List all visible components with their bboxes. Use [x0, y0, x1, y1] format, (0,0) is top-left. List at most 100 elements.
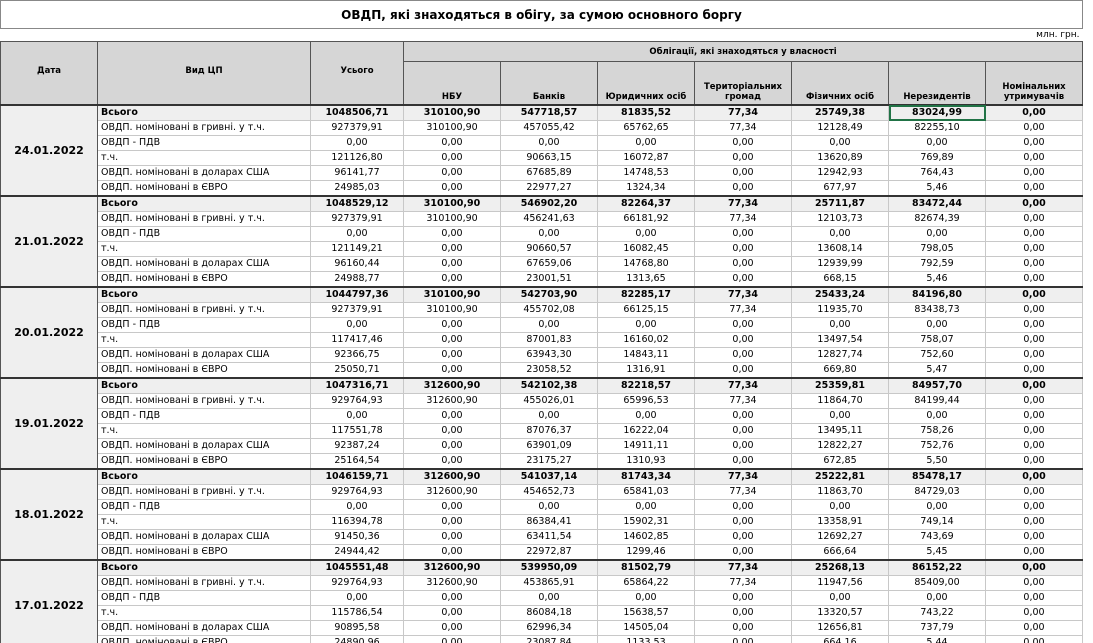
value-cell: 539950,09: [500, 559, 598, 576]
value-cell: 82674,39: [888, 211, 986, 227]
value-cell: 85409,00: [888, 575, 986, 591]
data-row: ОВДП - ПДВ 0,00 0,00 0,00 0,00 0,00 0,00 0,00 0,…: [1, 135, 1084, 151]
date-cell: 17.01.2022: [0, 559, 98, 643]
value-cell: 0,00: [694, 605, 792, 621]
type-cell: ОВДП. номіновані в ЄВРО: [97, 453, 311, 470]
value-cell: 758,26: [888, 423, 986, 439]
value-cell: 11935,70: [791, 302, 889, 318]
value-cell: 792,59: [888, 256, 986, 272]
value-cell: 0,00: [694, 135, 792, 151]
value-cell: 1044797,36: [310, 286, 404, 303]
value-cell: 0,00: [403, 544, 501, 561]
value-cell: 0,00: [984, 120, 1084, 136]
type-cell: ОВДП. номіновані в доларах США: [97, 529, 311, 545]
date-cell: 18.01.2022: [0, 468, 98, 561]
value-cell: 0,00: [791, 226, 889, 242]
type-cell: т.ч.: [97, 150, 311, 166]
value-cell: 90663,15: [500, 150, 598, 166]
value-cell: 666,64: [791, 544, 889, 561]
value-cell: 86084,18: [500, 605, 598, 621]
value-cell: 455026,01: [500, 393, 598, 409]
value-cell: 312600,90: [403, 484, 501, 500]
value-cell: 15902,31: [597, 514, 695, 530]
value-cell: 14843,11: [597, 347, 695, 363]
value-cell: 77,34: [694, 104, 792, 121]
value-cell: 82285,17: [597, 286, 695, 303]
data-row: 18.01.2022 Всього 1046159,71 312600,90 54103…: [0, 468, 1084, 561]
value-cell: 0,00: [694, 256, 792, 272]
value-cell: 664,16: [791, 635, 889, 643]
value-cell: 12103,73: [791, 211, 889, 227]
value-cell: 1313,65: [597, 271, 695, 288]
value-cell: 0,00: [791, 408, 889, 424]
value-cell: 5,45: [888, 544, 986, 561]
value-cell: 25050,71: [310, 362, 404, 379]
value-cell: 0,00: [694, 271, 792, 288]
value-cell: 0,00: [984, 286, 1084, 303]
value-cell: 12822,27: [791, 438, 889, 454]
value-cell: 25749,38: [791, 104, 889, 121]
value-cell: 16072,87: [597, 150, 695, 166]
value-cell: 66181,92: [597, 211, 695, 227]
value-cell: 23087,84: [500, 635, 598, 643]
value-cell: 0,00: [694, 241, 792, 257]
value-cell: 0,00: [403, 362, 501, 379]
type-cell: т.ч.: [97, 332, 311, 348]
type-cell: ОВДП. номіновані в гривні. у т.ч.: [97, 302, 311, 318]
value-cell: 0,00: [694, 362, 792, 379]
type-cell: Всього: [97, 377, 311, 394]
value-cell: 24890,96: [310, 635, 404, 643]
value-cell: 0,00: [984, 165, 1084, 181]
value-cell: 0,00: [791, 590, 889, 606]
value-cell: 0,00: [984, 484, 1084, 500]
value-cell: 0,00: [310, 317, 404, 333]
data-row: ОВДП - ПДВ 0,00 0,00 0,00 0,00 0,00 0,00 0,00 0,…: [1, 590, 1084, 606]
date-cell: 20.01.2022: [0, 286, 98, 379]
value-cell: 0,00: [984, 317, 1084, 333]
value-cell: 5,46: [888, 180, 986, 197]
value-cell: 0,00: [984, 135, 1084, 151]
data-row: ОВДП - ПДВ 0,00 0,00 0,00 0,00 0,00 0,00 0,00 0,…: [1, 499, 1084, 515]
data-row: т.ч. 116394,78 0,00 86384,41 15902,31 0,00 133…: [1, 514, 1084, 530]
value-cell: 0,00: [984, 620, 1084, 636]
value-cell: 0,00: [984, 226, 1084, 242]
header-row: Дата Вид ЦП Усього Облігації, які знаход…: [0, 41, 1084, 106]
value-cell: 456241,63: [500, 211, 598, 227]
value-cell: 83438,73: [888, 302, 986, 318]
value-cell: 0,00: [984, 241, 1084, 257]
value-cell: 23001,51: [500, 271, 598, 288]
value-cell: 13608,14: [791, 241, 889, 257]
value-cell: 0,00: [403, 453, 501, 470]
value-cell: 0,00: [403, 514, 501, 530]
value-cell: 16160,02: [597, 332, 695, 348]
value-cell: 0,00: [403, 408, 501, 424]
value-cell: 13320,57: [791, 605, 889, 621]
value-cell: 457055,42: [500, 120, 598, 136]
value-cell: 0,00: [403, 135, 501, 151]
value-cell: 16082,45: [597, 241, 695, 257]
value-cell: 86384,41: [500, 514, 598, 530]
value-cell: 22972,87: [500, 544, 598, 561]
value-cell: 0,00: [310, 135, 404, 151]
value-cell: 0,00: [694, 165, 792, 181]
value-cell: 12692,27: [791, 529, 889, 545]
data-row: ОВДП - ПДВ 0,00 0,00 0,00 0,00 0,00 0,00 0,00 0,…: [1, 226, 1084, 242]
value-cell: 0,00: [403, 499, 501, 515]
column-header: Номінальних утримувачів: [984, 61, 1084, 106]
value-cell: 90895,58: [310, 620, 404, 636]
value-cell: 743,22: [888, 605, 986, 621]
data-row: ОВДП. номіновані в гривні. у т.ч. 927379,…: [1, 302, 1084, 318]
type-cell: ОВДП - ПДВ: [97, 317, 311, 333]
value-cell: 454652,73: [500, 484, 598, 500]
value-cell: 0,00: [984, 302, 1084, 318]
type-cell: ОВДП. номіновані в доларах США: [97, 347, 311, 363]
value-cell: 0,00: [984, 271, 1084, 288]
value-cell: 0,00: [694, 499, 792, 515]
value-cell: 0,00: [984, 211, 1084, 227]
type-cell: ОВДП. номіновані в ЄВРО: [97, 362, 311, 379]
value-cell: 0,00: [597, 226, 695, 242]
data-row: ОВДП. номіновані в доларах США 90895,58 0,…: [1, 620, 1084, 636]
value-cell: 749,14: [888, 514, 986, 530]
value-cell: 0,00: [310, 590, 404, 606]
